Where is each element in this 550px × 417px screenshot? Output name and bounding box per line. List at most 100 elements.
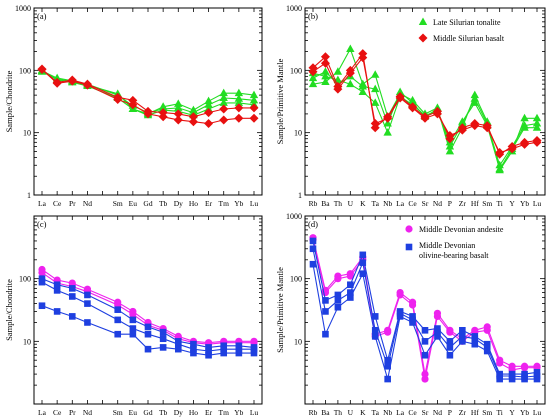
data-point xyxy=(347,289,354,296)
x-tick-label: Y xyxy=(509,199,515,208)
data-point xyxy=(250,349,258,357)
data-point xyxy=(359,251,367,259)
data-point xyxy=(408,301,417,309)
data-point xyxy=(159,335,167,343)
data-point xyxy=(347,281,354,289)
chart-panel-d: 10 100 1000 Rb Ba Th U K Ta Nb La Ce Sr Nd P Zr Hf Sm Ti Y Y… xyxy=(275,212,546,417)
data-point xyxy=(174,340,182,348)
data-point xyxy=(358,53,368,63)
x-tick-label: Ce xyxy=(408,408,417,417)
x-tick-label: Ta xyxy=(372,199,380,208)
y-axis-label: Sample/Primitive Mantle xyxy=(275,267,285,353)
x-tick-label: Sr xyxy=(422,408,429,417)
data-point xyxy=(445,131,455,141)
x-tick-label: Sr xyxy=(422,199,429,208)
data-point xyxy=(457,125,467,135)
data-point xyxy=(408,103,418,113)
y-axis-label: Sample/Primitive Mantle xyxy=(275,58,285,144)
x-tick-label: Lu xyxy=(533,408,542,417)
panel-label: (b) xyxy=(308,11,318,21)
x-tick-label: K xyxy=(360,199,366,208)
data-point xyxy=(359,259,367,266)
data-point xyxy=(370,119,380,129)
data-point xyxy=(159,344,167,351)
y-tick-label: 1 xyxy=(27,191,31,200)
data-point xyxy=(114,330,122,338)
series-0 xyxy=(308,44,542,174)
x-tick-label: Ce xyxy=(53,408,62,417)
x-tick-label: Y xyxy=(509,408,515,417)
x-tick-label: Th xyxy=(334,199,343,208)
data-point xyxy=(434,333,441,340)
data-point xyxy=(470,98,479,106)
data-point xyxy=(53,308,61,315)
chart-panel-a: 1 10 100 1000 La Ce Pr Nd Sm Eu Gd Tb Dy Ho Er Tm Yb Lu Sa… xyxy=(4,4,263,208)
plot-frame xyxy=(33,7,263,196)
x-tick-label: Nd xyxy=(83,199,92,208)
data-point xyxy=(495,148,505,158)
x-tick-label: U xyxy=(348,199,354,208)
data-point xyxy=(321,67,330,75)
data-point xyxy=(346,79,355,88)
data-point xyxy=(249,95,259,104)
series-3 xyxy=(38,278,258,355)
data-point xyxy=(395,93,405,103)
x-tick-label: La xyxy=(396,408,405,417)
x-tick-label: Rb xyxy=(309,199,318,208)
data-point xyxy=(432,109,442,119)
data-point xyxy=(384,375,391,383)
y-axis-label: Sample/Chondrite xyxy=(4,279,14,341)
data-point xyxy=(320,52,330,62)
data-point xyxy=(205,351,212,359)
data-point xyxy=(235,345,243,353)
data-point xyxy=(188,117,198,127)
data-point xyxy=(249,103,259,113)
data-point xyxy=(434,328,441,336)
data-point xyxy=(308,79,318,88)
data-point xyxy=(470,121,480,131)
data-point xyxy=(459,338,466,345)
data-point xyxy=(433,312,442,320)
data-point xyxy=(308,67,318,77)
series-4 xyxy=(309,260,541,383)
data-point xyxy=(334,275,342,283)
y-axis-label: Sample/Chondrite xyxy=(4,70,14,132)
data-point xyxy=(346,44,355,52)
data-point xyxy=(204,100,213,108)
data-point xyxy=(144,345,152,353)
data-point xyxy=(371,70,380,78)
data-point xyxy=(38,278,46,286)
x-tick-label: Ce xyxy=(408,199,417,208)
legend-marker xyxy=(418,33,428,43)
y-tick-label: 10 xyxy=(23,337,31,346)
x-tick-label: Nb xyxy=(383,408,392,417)
series-4 xyxy=(38,302,258,359)
x-tick-label: Ce xyxy=(53,199,62,208)
x-tick-label: Zr xyxy=(459,408,467,417)
x-tick-label: Rb xyxy=(309,408,318,417)
x-tick-label: Dy xyxy=(174,199,183,208)
data-point xyxy=(434,325,441,332)
data-point xyxy=(409,319,416,326)
y-tick-label: 10 xyxy=(23,129,31,138)
data-point xyxy=(371,98,380,106)
data-point xyxy=(532,113,542,122)
series-4 xyxy=(308,53,542,158)
data-point xyxy=(219,93,228,101)
data-point xyxy=(190,349,197,357)
legend-label: Middle Devonian xyxy=(419,241,475,250)
data-point xyxy=(234,94,244,102)
x-tick-label: Tb xyxy=(159,199,168,208)
legend-marker xyxy=(405,243,413,251)
x-tick-label: Dy xyxy=(174,408,183,417)
data-point xyxy=(346,272,354,280)
data-point xyxy=(322,297,329,304)
y-tick-label: 100 xyxy=(290,275,302,284)
data-point xyxy=(308,73,318,82)
x-tick-label: Ti xyxy=(496,199,502,208)
data-point xyxy=(114,316,122,324)
data-point xyxy=(38,275,46,282)
data-point xyxy=(347,294,354,301)
data-point xyxy=(471,340,479,348)
data-point xyxy=(482,123,492,133)
